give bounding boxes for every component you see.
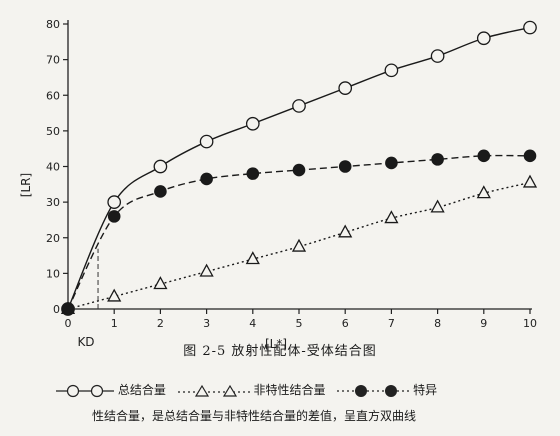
- data-point-total: [338, 81, 353, 95]
- data-point-total: [153, 159, 168, 174]
- data-point-nonspecific: [522, 174, 538, 188]
- data-point-specific: [292, 163, 306, 177]
- x-tick-label: 4: [249, 317, 256, 330]
- data-point-nonspecific: [338, 224, 353, 238]
- legend-specific-label: 特异: [413, 383, 438, 397]
- data-point-nonspecific: [199, 263, 214, 277]
- data-point-specific: [477, 149, 491, 163]
- data-point-total: [245, 116, 260, 131]
- legend-nonspecific-label: 非特性结合量: [253, 383, 326, 397]
- legend-total-symbol: [56, 384, 114, 397]
- y-tick-label: 60: [46, 89, 60, 102]
- x-tick-label: 8: [434, 317, 441, 330]
- x-tick-label: 10: [523, 317, 537, 330]
- data-point-specific: [200, 172, 213, 186]
- data-point-nonspecific: [384, 210, 399, 224]
- data-point-total: [199, 134, 214, 149]
- data-point-specific: [246, 167, 260, 180]
- y-tick-label: 0: [53, 303, 60, 316]
- y-tick-label: 10: [46, 267, 60, 280]
- data-point-nonspecific: [291, 238, 307, 252]
- x-tick-label: 5: [296, 317, 303, 330]
- data-point-total: [523, 20, 537, 35]
- data-point-total: [107, 195, 122, 209]
- y-tick-label: 20: [46, 232, 60, 245]
- data-point-specific: [523, 149, 537, 163]
- legend-item-specific: 特异: [337, 381, 437, 398]
- y-tick-label: 80: [46, 18, 60, 31]
- series-layer: [60, 20, 538, 316]
- series-line-2: [67, 154, 531, 310]
- y-tick-label: 40: [46, 161, 60, 174]
- y-tick-label: 50: [46, 125, 60, 138]
- data-point-total: [430, 49, 445, 63]
- x-tick-label: 6: [342, 317, 349, 330]
- data-point-specific: [107, 210, 121, 223]
- legend-total-label: 总结合量: [117, 383, 166, 397]
- data-point-nonspecific: [245, 251, 260, 265]
- y-tick-label: 30: [46, 196, 60, 209]
- legend-item-total: 总结合量: [56, 381, 166, 398]
- data-point-specific: [61, 302, 75, 316]
- data-point-total: [292, 99, 306, 113]
- legend: 总结合量 非特性结合量 特异: [56, 381, 445, 398]
- legend-nonspecific-symbol: [177, 384, 250, 397]
- x-tick-label: 9: [480, 317, 487, 330]
- data-point-nonspecific: [107, 288, 122, 302]
- data-point-nonspecific: [153, 276, 168, 290]
- data-point-total: [476, 31, 491, 46]
- y-axis-title: [LR]: [19, 173, 33, 197]
- data-point-specific: [338, 160, 352, 173]
- data-point-total: [384, 63, 399, 78]
- caption-note: 性结合量，是总结合量与非特性结合量的差值，呈直方双曲线: [92, 409, 417, 423]
- figure-caption: 图 2-5 放射性配体-受体结合图: [183, 344, 377, 359]
- data-point-specific: [154, 185, 167, 198]
- x-tick-label: 2: [157, 317, 164, 330]
- legend-specific-symbol: [337, 384, 410, 397]
- legend-item-nonspecific: 非特性结合量: [177, 381, 326, 398]
- data-point-nonspecific: [476, 185, 491, 199]
- x-tick-label: 0: [65, 317, 72, 330]
- data-point-specific: [385, 156, 398, 170]
- series-line-1: [67, 181, 531, 310]
- data-point-specific: [431, 153, 444, 166]
- kd-label: KD: [77, 335, 94, 349]
- x-tick-label: 7: [388, 317, 395, 330]
- data-point-nonspecific: [430, 199, 445, 213]
- x-tick-label: 3: [203, 317, 210, 330]
- axes-layer: 0 10 20 30 40 50 60 70 80 0 1 2 3 4 5 6 7 8 9 10: [46, 18, 537, 330]
- x-axis-title: [L*]: [265, 337, 287, 351]
- y-tick-label: 70: [46, 54, 60, 67]
- x-tick-label: 1: [111, 317, 118, 330]
